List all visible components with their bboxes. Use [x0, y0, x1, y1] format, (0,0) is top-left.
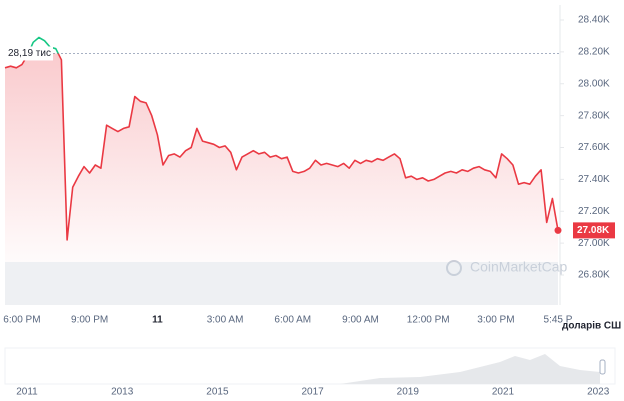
x-tick-label: 9:00 AM [342, 315, 379, 326]
y-tick-label: 27.80K [578, 110, 610, 121]
y-tick-label: 27.40K [578, 174, 610, 185]
unit-label: доларів СШ [562, 321, 621, 332]
y-tick-label: 27.60K [578, 142, 610, 153]
navigator-area [340, 354, 600, 384]
x-tick-label: 12:00 PM [407, 315, 450, 326]
y-tick-label: 28.00K [578, 78, 610, 89]
x-tick-label: 6:00 PM [3, 315, 40, 326]
navigator-year: 2011 [16, 387, 38, 398]
y-tick-label: 28.20K [578, 47, 610, 58]
y-tick-label: 28.40K [578, 15, 610, 26]
last-price-label: 27.08K [577, 225, 610, 236]
x-tick-label: 11 [152, 315, 163, 326]
y-tick-label: 27.20K [578, 206, 610, 217]
baseline-tag [3, 46, 53, 61]
x-tick-label: 6:00 AM [274, 315, 311, 326]
area-fill [5, 53, 558, 262]
navigator-year: 2019 [397, 387, 420, 398]
x-tick-label: 9:00 PM [71, 315, 108, 326]
navigator-year: 2021 [492, 387, 515, 398]
last-price-tag [573, 222, 615, 239]
price-line [4, 36, 559, 241]
y-tick-label: 26.80K [578, 270, 610, 281]
navigator-year: 2015 [206, 387, 229, 398]
navigator-year: 2017 [301, 387, 324, 398]
x-tick-label: 3:00 PM [477, 315, 514, 326]
baseline-label: 28,19 тис [8, 48, 51, 59]
x-tick-label: 5:45 P [544, 315, 573, 326]
x-tick-label: 3:00 AM [207, 315, 244, 326]
volume-band [5, 262, 558, 305]
watermark: CoinMarketCap [470, 259, 567, 275]
navigator-year: 2013 [111, 387, 134, 398]
y-tick-label: 27.00K [578, 238, 610, 249]
navigator-handle[interactable] [599, 359, 606, 375]
navigator-year: 2023 [587, 387, 610, 398]
last-point [554, 226, 562, 234]
navigator: 2011 2013 2015 2017 2019 2021 2023 [4, 347, 616, 398]
